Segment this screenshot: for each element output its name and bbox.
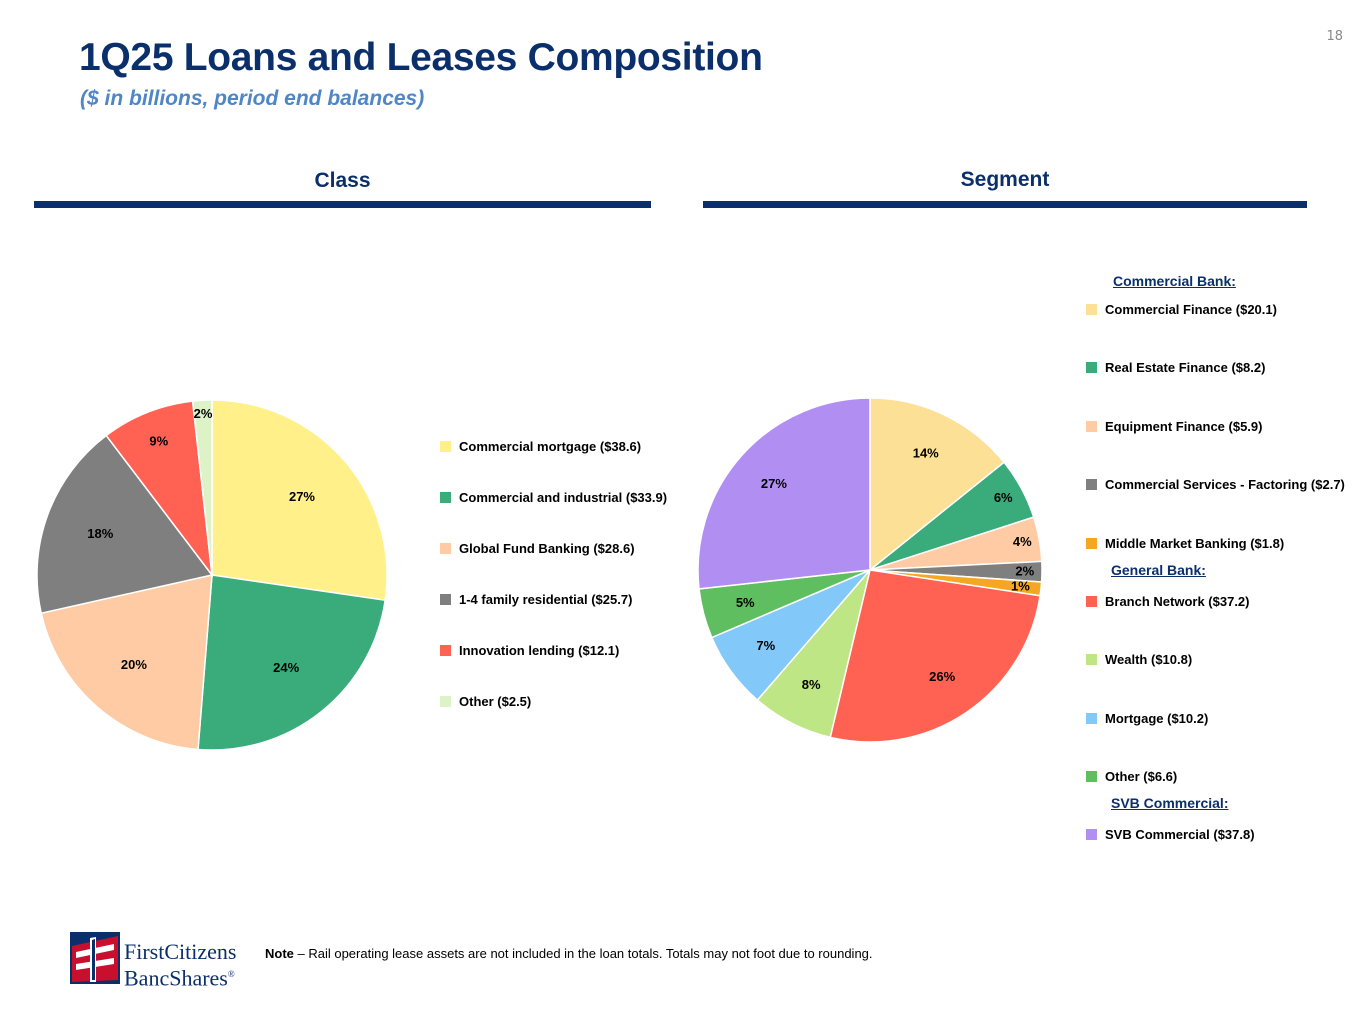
legend-label: Branch Network ($37.2) xyxy=(1105,594,1250,609)
legend-label: 1-4 family residential ($25.7) xyxy=(459,592,633,607)
class-pct-label: 2% xyxy=(194,406,213,421)
legend-label: Equipment Finance ($5.9) xyxy=(1105,419,1263,434)
legend-swatch xyxy=(1086,538,1097,549)
legend-label: Commercial Services - Factoring ($2.7) xyxy=(1105,477,1345,492)
footnote: Note – Rail operating lease assets are n… xyxy=(265,946,873,961)
segment-section-heading: Segment xyxy=(960,168,1050,191)
segment-pct-label: 26% xyxy=(929,669,955,684)
segment-legend-item: Mortgage ($10.2) xyxy=(1086,711,1208,726)
segment-pct-label: 8% xyxy=(802,677,821,692)
segment-legend-item: Branch Network ($37.2) xyxy=(1086,594,1250,609)
logo-text-line1: FirstCitizens xyxy=(124,939,237,964)
legend-label: Commercial and industrial ($33.9) xyxy=(459,490,668,505)
class-legend-item: Other ($2.5) xyxy=(440,694,531,709)
legend-swatch xyxy=(440,645,451,656)
legend-swatch xyxy=(440,696,451,707)
segment-pie-chart: 14% 6% 4% 2%1% 26% 8% 7% 5% 27% xyxy=(697,397,1043,743)
legend-label: Innovation lending ($12.1) xyxy=(459,643,620,658)
segment-pct-label: 7% xyxy=(756,638,775,653)
segment-legend-item: Equipment Finance ($5.9) xyxy=(1086,419,1262,434)
class-pct-label: 9% xyxy=(149,434,168,449)
logo-text-line2: BancShares® xyxy=(124,965,235,991)
first-citizens-logo: FirstCitizens BancShares® xyxy=(70,930,255,991)
segment-slice-commercial-finance xyxy=(869,397,1006,572)
class-legend-item: Commercial and industrial ($33.9) xyxy=(440,490,667,505)
legend-label: Mortgage ($10.2) xyxy=(1105,711,1209,726)
legend-swatch xyxy=(1086,421,1097,432)
legend-swatch xyxy=(1086,596,1097,607)
segment-legend-item: Commercial Services - Factoring ($2.7) xyxy=(1086,477,1345,492)
legend-label: Middle Market Banking ($1.8) xyxy=(1105,536,1285,551)
class-slice-other xyxy=(191,399,213,576)
legend-swatch xyxy=(1086,479,1097,490)
class-pct-label: 24% xyxy=(273,660,299,675)
class-legend-item: Commercial mortgage ($38.6) xyxy=(440,439,641,454)
segment-pct-label: 4% xyxy=(1013,534,1032,549)
segment-pct-label: 6% xyxy=(994,490,1013,505)
legend-label: SVB Commercial ($37.8) xyxy=(1105,827,1255,842)
class-pct-label: 18% xyxy=(87,526,113,541)
legend-label: Commercial Finance ($20.1) xyxy=(1105,302,1277,317)
class-slice-global-fund-banking xyxy=(40,574,213,751)
class-pct-label: 27% xyxy=(289,489,315,504)
footnote-label: Note xyxy=(265,946,294,961)
class-pct-label: 20% xyxy=(121,657,147,672)
segment-pct-label: 5% xyxy=(736,595,755,610)
segment-slice-svb-commercial xyxy=(697,397,871,590)
class-legend-item: Global Fund Banking ($28.6) xyxy=(440,541,635,556)
class-pie-chart: 27% 24% 20% 18% 9% 2% xyxy=(36,399,388,751)
legend-swatch xyxy=(1086,771,1097,782)
legend-swatch xyxy=(440,543,451,554)
legend-label: Other ($2.5) xyxy=(459,694,532,709)
page-number: 18 xyxy=(1326,29,1343,44)
legend-label: Global Fund Banking ($28.6) xyxy=(459,541,635,556)
class-section-heading: Class xyxy=(314,169,371,192)
legend-swatch xyxy=(1086,654,1097,665)
class-section-divider xyxy=(34,201,651,208)
legend-label: Wealth ($10.8) xyxy=(1105,652,1193,667)
legend-label: Real Estate Finance ($8.2) xyxy=(1105,360,1266,375)
flag-logo-icon xyxy=(70,932,120,984)
legend-swatch xyxy=(440,441,451,452)
segment-legend-item: Other ($6.6) xyxy=(1086,769,1177,784)
class-slice-commercial-mortgage xyxy=(211,399,388,602)
legend-swatch xyxy=(1086,304,1097,315)
class-legend-item: Innovation lending ($12.1) xyxy=(440,643,619,658)
segment-group-heading: Commercial Bank: xyxy=(1113,273,1236,289)
legend-swatch xyxy=(1086,362,1097,373)
segment-pct-label: 14% xyxy=(913,446,939,461)
segment-legend-item: Real Estate Finance ($8.2) xyxy=(1086,360,1265,375)
segment-pct-label: 27% xyxy=(761,476,787,491)
segment-legend-item: SVB Commercial ($37.8) xyxy=(1086,827,1255,842)
class-legend-item: 1-4 family residential ($25.7) xyxy=(440,592,632,607)
segment-legend-item: Middle Market Banking ($1.8) xyxy=(1086,536,1284,551)
legend-swatch xyxy=(1086,713,1097,724)
legend-swatch xyxy=(1086,829,1097,840)
footnote-text: – Rail operating lease assets are not in… xyxy=(293,946,873,961)
segment-section-divider xyxy=(703,201,1307,208)
segment-slice-branch-network xyxy=(829,569,1041,743)
page-title: 1Q25 Loans and Leases Composition xyxy=(79,36,763,79)
class-slice-1-4-family-residential xyxy=(36,434,214,615)
segment-legend-item: Wealth ($10.8) xyxy=(1086,652,1192,667)
segment-group-heading: SVB Commercial: xyxy=(1111,795,1229,811)
legend-label: Other ($6.6) xyxy=(1105,769,1178,784)
legend-swatch xyxy=(440,492,451,503)
class-slice-commercial-and-industrial xyxy=(197,574,387,751)
segment-group-heading: General Bank: xyxy=(1111,562,1206,578)
segment-pct-label: 2% xyxy=(1015,564,1034,579)
legend-label: Commercial mortgage ($38.6) xyxy=(459,439,642,454)
legend-swatch xyxy=(440,594,451,605)
segment-pct-label: 1% xyxy=(1011,579,1030,594)
class-slice-innovation-lending xyxy=(105,400,214,578)
page-subtitle: ($ in billions, period end balances) xyxy=(80,87,425,110)
segment-legend-item: Commercial Finance ($20.1) xyxy=(1086,302,1277,317)
